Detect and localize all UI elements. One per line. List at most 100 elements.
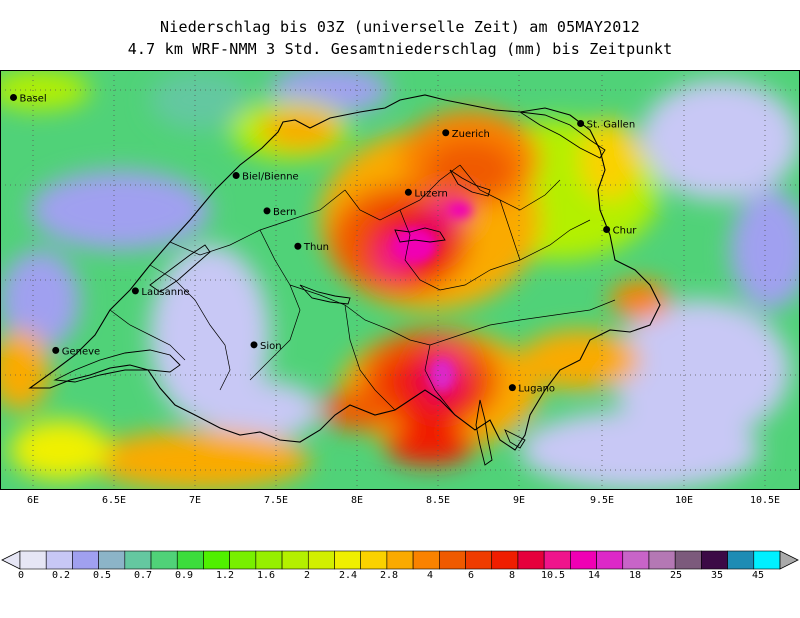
city-marker [131,287,139,295]
city-marker [250,341,258,349]
lake-thun [299,284,351,305]
legend-label: 2.8 [379,570,399,581]
x-tick-label: 10E [674,495,694,506]
legend-label: 0.2 [51,570,71,581]
legend-swatch [386,550,414,570]
city-label: Luzern [414,188,447,199]
legend-swatch [543,550,571,570]
city-label: Basel [20,93,47,104]
map-title: Niederschlag bis 03Z (universelle Zeit) … [160,18,640,36]
x-tick-label: 9E [512,495,526,506]
city-label: Geneve [62,346,100,357]
legend-label: 25 [669,570,683,581]
city-label: Bern [273,207,296,218]
legend-swatch [19,550,47,570]
legend-swatch [570,550,597,570]
legend-swatch [98,550,126,570]
legend-label: 1.6 [256,570,276,581]
x-tick-label: 8.5E [425,495,451,506]
city-marker [294,242,302,250]
city-label: Sion [260,341,282,352]
legend-swatch [701,550,728,570]
city-label: Biel/Bienne [242,172,299,183]
legend-swatch [229,550,257,570]
city-marker [10,93,17,101]
legend-swatch [596,550,624,570]
x-tick-label: 8E [350,495,364,506]
x-tick-label: 7E [188,495,202,506]
legend-swatch [674,550,702,570]
city-marker [404,188,412,196]
legend-swatch [281,550,309,570]
legend-label: 0.5 [92,570,112,581]
legend-label: 18 [628,570,642,581]
precipitation-map-canvas: Basel Zuerich St. Gallen Biel/Bienne Luzern B… [0,70,800,490]
legend-arrow-right [779,550,799,570]
city-marker [603,226,611,233]
lake-geneva [53,349,181,383]
legend-label: 45 [751,570,765,581]
legend-swatch [124,550,152,570]
legend-label: 10.5 [540,570,566,581]
legend-colorbar [1,550,799,570]
city-label: Chur [613,226,638,237]
legend-swatch [203,550,230,570]
city-label: Thun [303,242,329,253]
legend-swatch [753,550,781,570]
legend-label: 1.2 [215,570,235,581]
legend-swatch [412,550,440,570]
legend-swatch [334,550,361,570]
legend-label: 0 [17,570,25,581]
legend-swatch [360,550,388,570]
city-marker [508,384,516,392]
x-tick-label: 10.5E [749,495,781,506]
x-tick-label: 6.5E [101,495,127,506]
map-subtitle: 4.7 km WRF-NMM 3 Std. Gesamtniederschlag… [127,40,673,58]
precipitation-map: Basel Zuerich St. Gallen Biel/Bienne Luzern B… [0,70,800,490]
legend-swatch [72,550,99,570]
lake-neuchatel [149,244,211,293]
city-layer: Basel Zuerich St. Gallen Biel/Bienne Luzern B… [10,93,638,395]
legend-swatch [150,550,178,570]
city-label: Zuerich [452,129,490,140]
city-label: Lausanne [141,287,189,298]
lake-lucerne [394,227,446,243]
legend-swatch [255,550,283,570]
legend-label: 6 [467,570,475,581]
legend-swatch [491,550,519,570]
legend-label: 14 [587,570,601,581]
legend-swatch [622,550,650,570]
legend-swatch [307,550,335,570]
legend-label: 2.4 [338,570,358,581]
legend-swatch [648,550,676,570]
legend-swatch [176,550,204,570]
legend-swatch [439,550,466,570]
legend-swatch [517,550,545,570]
city-marker [52,346,60,354]
x-tick-label: 7.5E [263,495,289,506]
city-marker [577,119,585,127]
city-marker [232,172,240,180]
legend-label: 8 [508,570,516,581]
city-label: St. Gallen [587,119,636,130]
legend-label: 0.9 [174,570,194,581]
lake-maggiore [475,399,493,466]
legend-label: 2 [303,570,311,581]
legend-arrow-left [1,550,21,570]
x-tick-label: 9.5E [589,495,615,506]
x-tick-label: 6E [26,495,40,506]
city-label: Lugano [518,384,555,395]
lake-constance [519,111,606,159]
legend-label: 4 [426,570,434,581]
legend-swatch [465,550,493,570]
graticule [0,70,800,490]
legend-swatch [45,550,73,570]
city-marker [263,207,271,215]
swiss-border [28,94,661,451]
lake-lugano [504,429,526,449]
legend-swatch [727,550,755,570]
lake-zurich [449,169,491,197]
city-marker [442,129,450,137]
legend-label: 0.7 [133,570,153,581]
legend-label: 35 [710,570,724,581]
